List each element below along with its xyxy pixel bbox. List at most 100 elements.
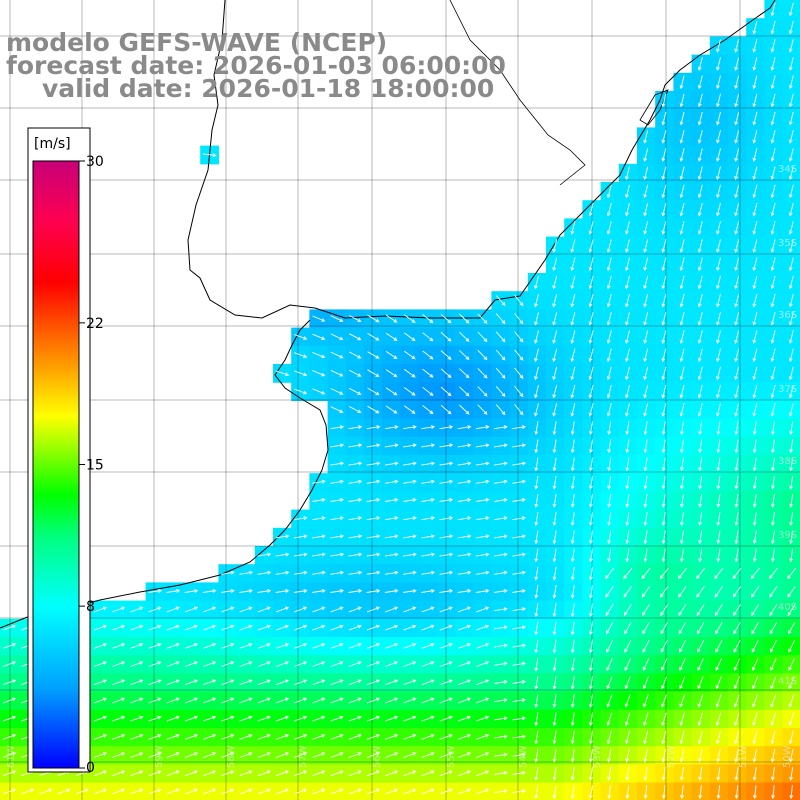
wind-arrow bbox=[385, 624, 399, 631]
wind-arrow bbox=[679, 548, 684, 563]
wind-arrow bbox=[457, 479, 472, 484]
wind-arrow bbox=[294, 606, 308, 613]
wind-arrow bbox=[421, 679, 435, 686]
wind-arrow bbox=[534, 621, 539, 636]
wind-arrow bbox=[716, 221, 721, 235]
wind-arrow bbox=[221, 733, 235, 740]
wind-arrow bbox=[716, 166, 721, 181]
wind-arrow bbox=[696, 567, 706, 580]
wind-arrow bbox=[643, 257, 649, 272]
wind-arrow bbox=[421, 497, 436, 502]
wind-arrow bbox=[788, 676, 795, 690]
wind-arrow bbox=[385, 697, 399, 704]
wind-arrow bbox=[734, 93, 740, 108]
wind-arrow bbox=[421, 425, 436, 430]
wind-arrow bbox=[679, 312, 685, 326]
wind-arrow bbox=[733, 603, 741, 617]
wind-arrow bbox=[203, 661, 217, 667]
wind-arrow bbox=[348, 479, 363, 484]
wind-arrow bbox=[606, 658, 613, 672]
wind-arrow bbox=[239, 570, 254, 575]
wind-arrow bbox=[439, 497, 454, 502]
wind-arrow bbox=[770, 712, 776, 726]
wind-arrow bbox=[294, 715, 308, 722]
wind-arrow bbox=[439, 552, 454, 557]
wind-arrow bbox=[643, 530, 648, 545]
wind-arrow bbox=[789, 785, 794, 800]
wind-arrow bbox=[716, 767, 721, 781]
wind-arrow bbox=[330, 788, 344, 795]
wind-arrow bbox=[642, 658, 650, 672]
wind-arrow bbox=[439, 425, 454, 430]
wind-arrow bbox=[421, 788, 435, 795]
wind-arrow bbox=[770, 75, 776, 90]
wind-arrow bbox=[606, 694, 613, 708]
wind-arrow bbox=[697, 75, 703, 90]
wind-arrow bbox=[75, 788, 89, 795]
wind-arrow bbox=[2, 752, 17, 758]
wind-arrow bbox=[166, 715, 180, 722]
valid-date: valid date: 2026-01-18 18:00:00 bbox=[42, 74, 495, 103]
wind-arrow bbox=[112, 697, 126, 704]
wind-arrow bbox=[348, 443, 363, 448]
wind-arrow bbox=[752, 312, 758, 326]
wind-arrow bbox=[312, 679, 326, 686]
wind-arrow bbox=[494, 789, 508, 794]
wind-arrow bbox=[788, 148, 794, 162]
wind-arrow bbox=[734, 257, 740, 272]
colorbar-tick-label: 8 bbox=[86, 599, 95, 615]
wind-arrow bbox=[770, 658, 777, 672]
wind-arrow bbox=[495, 349, 506, 361]
wind-arrow bbox=[734, 348, 740, 363]
wind-arrow bbox=[716, 785, 721, 800]
wind-arrow bbox=[789, 439, 794, 454]
wind-arrow bbox=[752, 530, 757, 545]
wind-arrow bbox=[130, 606, 144, 613]
wind-arrow bbox=[2, 697, 17, 704]
wind-arrow bbox=[148, 788, 162, 795]
wind-arrow bbox=[643, 221, 649, 235]
wind-arrow bbox=[770, 694, 777, 708]
wind-arrow bbox=[734, 421, 739, 436]
wind-arrow bbox=[588, 403, 594, 417]
wind-arrow bbox=[643, 330, 649, 344]
wind-arrow bbox=[459, 404, 470, 415]
wind-arrow bbox=[534, 730, 539, 745]
wind-arrow bbox=[625, 275, 630, 290]
wind-arrow bbox=[570, 730, 575, 745]
wind-arrow bbox=[570, 767, 575, 781]
wind-arrow bbox=[552, 676, 557, 690]
wind-arrow bbox=[312, 788, 326, 795]
wind-arrow bbox=[275, 733, 290, 740]
wind-arrow bbox=[476, 642, 490, 649]
wind-arrow bbox=[624, 622, 632, 635]
model-title: modelo GEFS-WAVE (NCEP) bbox=[6, 28, 388, 57]
wind-arrow bbox=[348, 516, 363, 521]
wind-arrow bbox=[312, 370, 326, 377]
wind-arrow bbox=[275, 570, 290, 575]
wind-arrow bbox=[588, 530, 593, 545]
wind-arrow bbox=[697, 202, 703, 217]
wind-arrow bbox=[534, 785, 539, 800]
wind-arrow bbox=[643, 730, 649, 745]
wind-arrow bbox=[366, 588, 381, 593]
wind-arrow bbox=[494, 516, 508, 521]
wind-arrow bbox=[734, 512, 739, 527]
wind-arrow bbox=[475, 570, 490, 575]
wind-arrow bbox=[552, 494, 557, 508]
wind-arrow bbox=[716, 130, 721, 144]
wind-arrow bbox=[257, 770, 271, 777]
wind-arrow bbox=[788, 694, 795, 708]
wind-arrow bbox=[421, 516, 436, 521]
wind-arrow bbox=[552, 366, 558, 381]
wind-arrow bbox=[661, 785, 666, 800]
wind-arrow bbox=[330, 624, 344, 631]
wind-arrow bbox=[275, 534, 290, 539]
wind-arrow bbox=[570, 712, 575, 727]
wind-arrow bbox=[294, 752, 308, 758]
wind-arrow bbox=[130, 642, 144, 649]
wind-arrow bbox=[421, 733, 435, 740]
wind-arrow bbox=[643, 748, 648, 763]
wind-arrow bbox=[166, 752, 180, 758]
wind-arrow bbox=[366, 606, 381, 613]
